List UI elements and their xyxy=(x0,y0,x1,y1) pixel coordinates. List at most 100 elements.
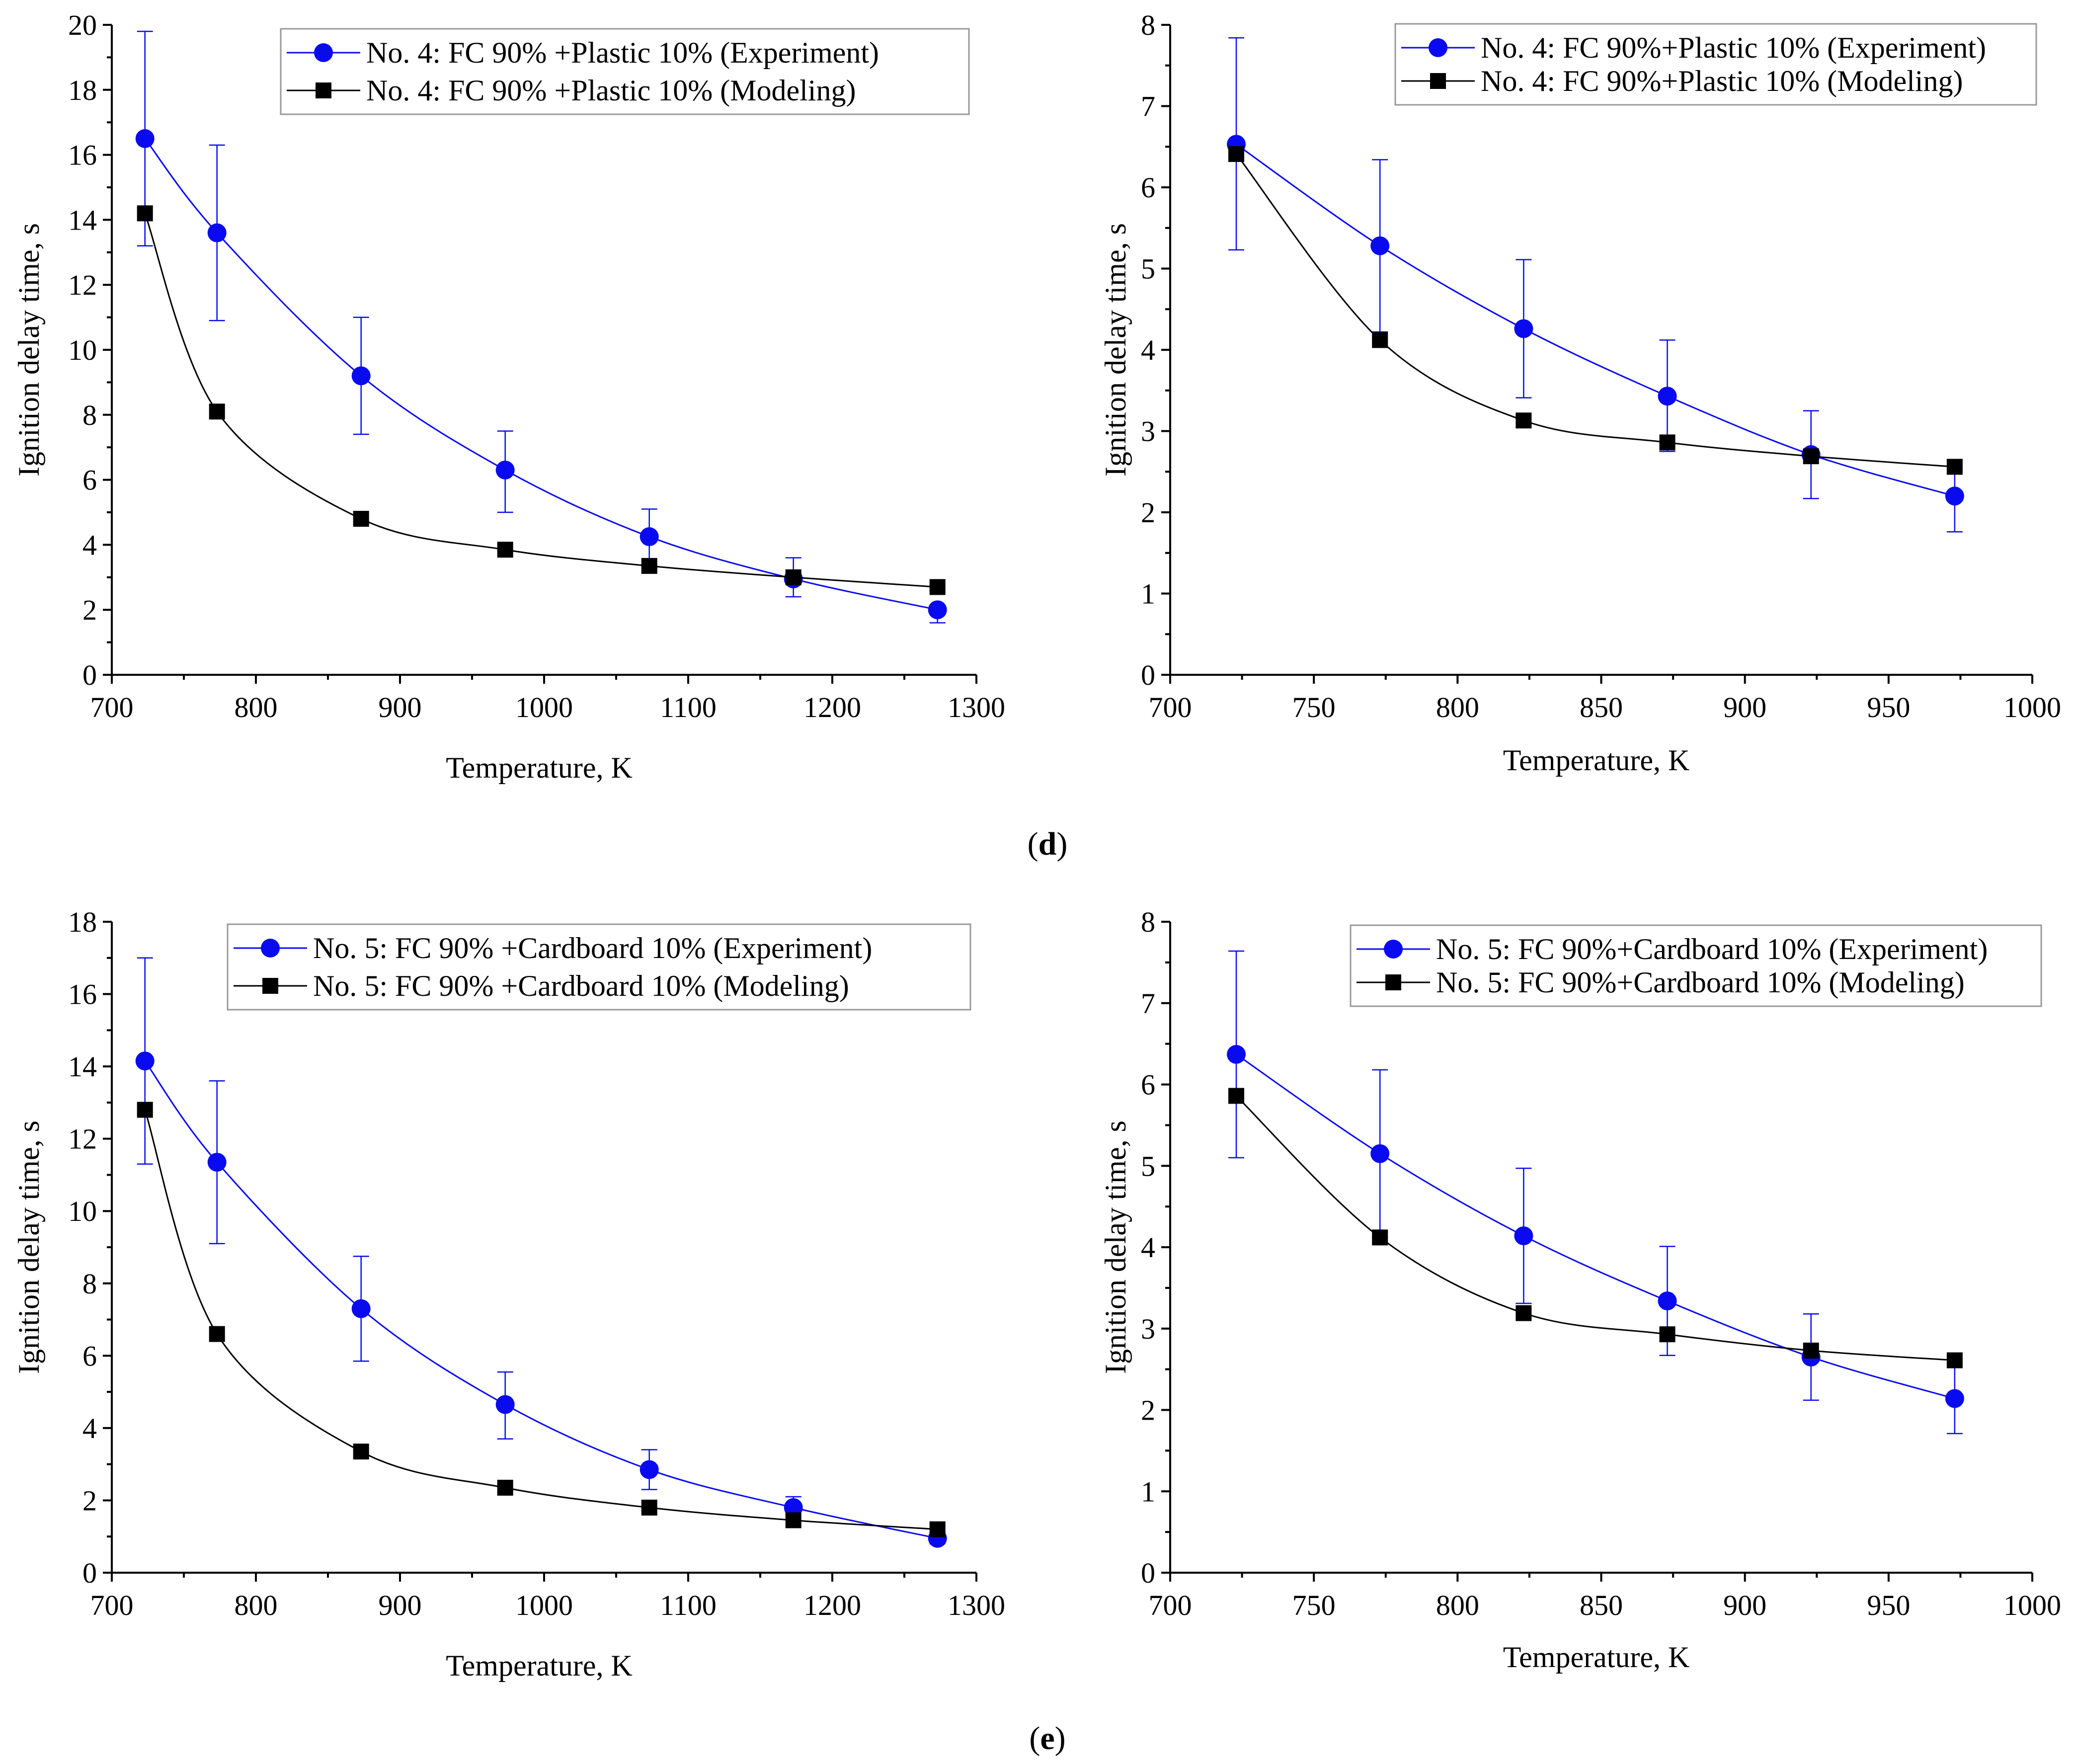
legend-marker-circle xyxy=(314,43,333,62)
y-tick-label: 18 xyxy=(68,906,97,938)
y-tick-label: 8 xyxy=(82,399,97,431)
x-tick-label: 900 xyxy=(379,1589,422,1621)
experiment-point xyxy=(207,223,227,242)
chart-panel-e-right: 700 750 800 850 900 950 1000 0 1 2 3 4 5 6 7 8 Temperatu… xyxy=(1099,906,2061,1674)
legend-marker-circle xyxy=(261,939,280,958)
legend-entry-label: No. 5: FC 90%+Cardboard 10% (Modeling) xyxy=(1436,966,1965,999)
legend-entry-label: No. 4: FC 90% +Plastic 10% (Experiment) xyxy=(366,36,879,69)
modeling-point xyxy=(641,1500,657,1516)
modeling-point xyxy=(137,205,153,222)
modeling-point xyxy=(1372,1229,1388,1246)
modeling-point xyxy=(1946,459,1963,475)
legend-entry-label: No. 5: FC 90% +Cardboard 10% (Modeling) xyxy=(313,969,849,1002)
modeling-point xyxy=(929,579,946,595)
x-tick-label: 800 xyxy=(1436,1589,1479,1621)
x-tick-label: 950 xyxy=(1867,691,1910,723)
x-axis-title: Temperature, K xyxy=(446,1649,633,1682)
legend-box xyxy=(227,923,971,1011)
experiment-point xyxy=(207,1152,227,1172)
x-tick-label: 800 xyxy=(1436,691,1479,723)
chart-panel-e-left: 700 800 900 1000 1100 1200 1300 0 2 4 6 8 10 12 14 16 18… xyxy=(12,906,1005,1682)
y-tick-label: 8 xyxy=(1141,9,1155,41)
x-tick-label: 800 xyxy=(235,1589,278,1621)
y-tick-label: 3 xyxy=(1141,1313,1155,1345)
experiment-point xyxy=(1945,486,1964,506)
experiment-point xyxy=(1514,1226,1533,1246)
modeling-point xyxy=(353,1443,369,1460)
y-tick-label: 0 xyxy=(82,659,97,691)
x-tick-label: 1200 xyxy=(803,691,861,723)
x-tick-label: 1100 xyxy=(660,691,717,723)
x-tick-label: 850 xyxy=(1580,691,1623,723)
x-tick-label: 1200 xyxy=(803,1589,861,1621)
x-tick-label: 1300 xyxy=(948,1589,1005,1621)
y-axis-title: Ignition delay time, s xyxy=(12,1121,45,1374)
modeling-curve xyxy=(144,1109,938,1530)
y-tick-label: 10 xyxy=(68,334,97,366)
y-axis-title: Ignition delay time, s xyxy=(12,223,45,477)
chart-panel-d-right: 700 750 800 850 900 950 1000 0 1 2 3 4 5 6 7 8 Temperatu… xyxy=(1099,9,2061,777)
x-tick-label: 1000 xyxy=(2003,1589,2061,1621)
y-tick-label: 4 xyxy=(1141,1231,1155,1264)
panel-label-e: (e) xyxy=(1029,1720,1065,1757)
experiment-point xyxy=(1370,1144,1390,1163)
modeling-point xyxy=(353,511,369,527)
y-tick-label: 12 xyxy=(68,269,97,301)
modeling-point xyxy=(137,1102,153,1118)
y-tick-label: 4 xyxy=(1141,334,1155,366)
experiment-curve xyxy=(144,1060,938,1539)
experiment-curve xyxy=(1236,144,1955,497)
modeling-point xyxy=(497,542,513,558)
modeling-curve xyxy=(144,213,938,588)
experiment-point xyxy=(1658,1291,1677,1311)
y-tick-label: 0 xyxy=(1141,659,1155,691)
legend-box xyxy=(1394,23,2037,106)
legend-box xyxy=(1350,924,2042,1007)
experiment-point xyxy=(135,1051,155,1071)
y-tick-label: 2 xyxy=(82,594,97,626)
modeling-point xyxy=(1516,1305,1532,1321)
modeling-point xyxy=(785,1512,801,1528)
y-tick-label: 1 xyxy=(1141,1475,1155,1508)
x-tick-label: 1100 xyxy=(660,1589,717,1621)
modeling-point xyxy=(785,569,801,585)
experiment-point xyxy=(1370,236,1390,255)
legend-marker-square xyxy=(262,978,278,994)
y-tick-label: 6 xyxy=(82,464,97,496)
y-tick-label: 2 xyxy=(1141,496,1155,529)
x-tick-label: 750 xyxy=(1292,691,1336,723)
y-tick-label: 8 xyxy=(1141,906,1155,938)
legend-entry-label: No. 4: FC 90%+Plastic 10% (Experiment) xyxy=(1481,31,1986,64)
modeling-point xyxy=(497,1479,513,1496)
y-tick-label: 2 xyxy=(1141,1394,1155,1427)
y-tick-label: 18 xyxy=(68,74,97,106)
y-tick-label: 6 xyxy=(1141,1069,1155,1101)
panel-label-d: (d) xyxy=(1028,826,1068,862)
x-tick-label: 1000 xyxy=(515,1589,573,1621)
experiment-point xyxy=(135,129,155,148)
x-tick-label: 900 xyxy=(1723,691,1766,723)
legend: No. 5: FC 90%+Cardboard 10% (Experiment)… xyxy=(1350,924,2042,1007)
modeling-point xyxy=(209,1326,225,1342)
y-tick-label: 5 xyxy=(1141,253,1155,285)
x-tick-label: 700 xyxy=(1149,691,1192,723)
experiment-point xyxy=(639,1460,659,1479)
y-tick-label: 14 xyxy=(68,1050,97,1083)
modeling-curve xyxy=(1235,154,1955,468)
y-tick-label: 0 xyxy=(82,1557,97,1589)
x-axis-title: Temperature, K xyxy=(1503,744,1690,777)
x-tick-label: 700 xyxy=(90,1589,134,1621)
experiment-point xyxy=(351,1299,371,1318)
modeling-point xyxy=(1228,1088,1245,1104)
y-tick-label: 6 xyxy=(1141,171,1155,204)
x-tick-label: 900 xyxy=(1723,1589,1766,1621)
experiment-point xyxy=(1227,1044,1246,1064)
modeling-point xyxy=(641,558,657,574)
x-tick-label: 700 xyxy=(90,691,134,723)
legend-entry-label: No. 5: FC 90% +Cardboard 10% (Experiment… xyxy=(313,932,872,964)
experiment-point xyxy=(1658,387,1677,406)
experiment-point xyxy=(351,366,371,386)
x-axis-title: Temperature, K xyxy=(1503,1641,1690,1674)
experiment-point xyxy=(639,527,659,547)
